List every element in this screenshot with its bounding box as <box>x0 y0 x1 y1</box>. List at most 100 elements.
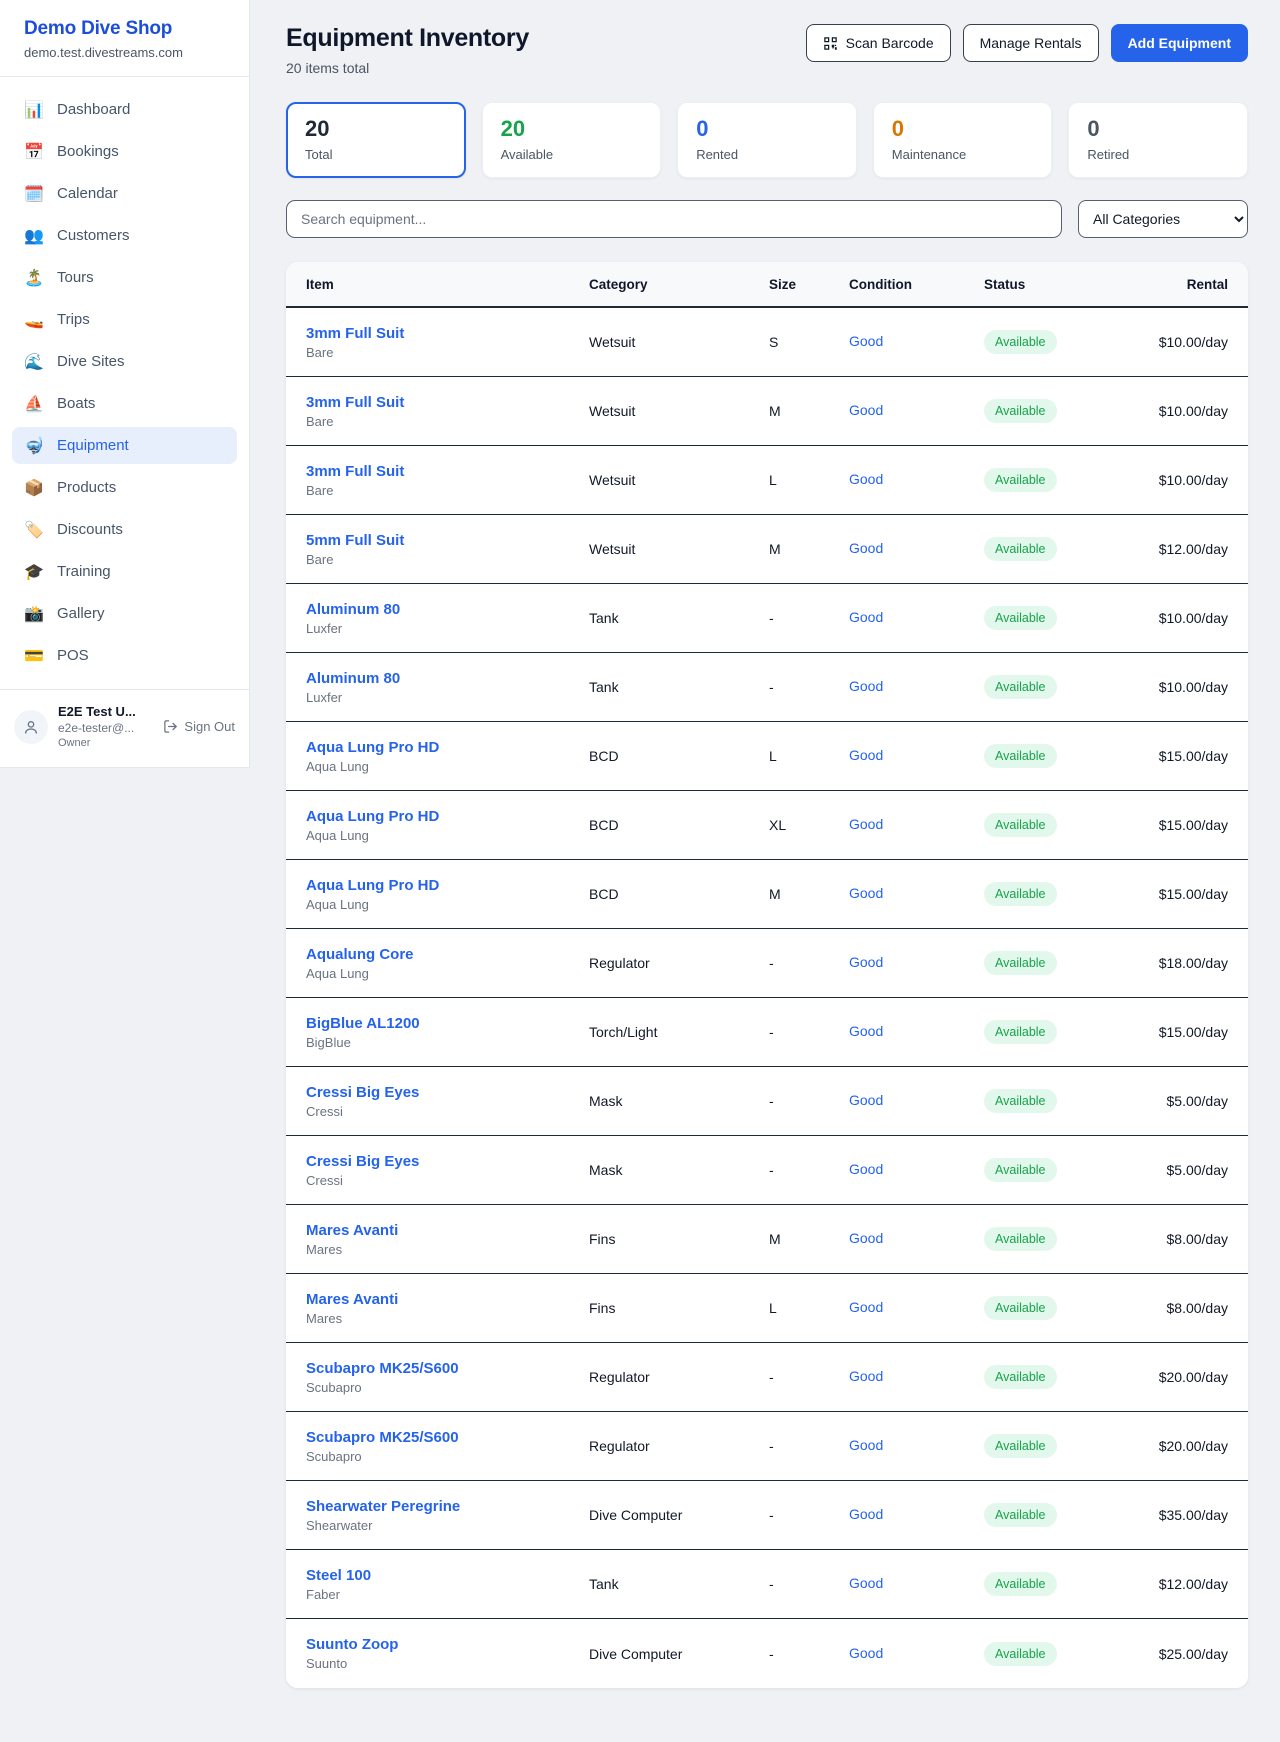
item-link[interactable]: 3mm Full Suit <box>306 324 405 342</box>
table-row[interactable]: Mares Avanti Mares Fins M Good Available… <box>286 1205 1248 1274</box>
item-link[interactable]: BigBlue AL1200 <box>306 1014 420 1032</box>
search-input[interactable] <box>286 200 1062 238</box>
condition-link[interactable]: Good <box>849 540 884 556</box>
status-badge: Available <box>984 330 1057 354</box>
stat-label: Rented <box>696 147 739 162</box>
item-link[interactable]: Scubapro MK25/S600 <box>306 1359 459 1377</box>
sidebar-item-dive-sites[interactable]: 🌊 Dive Sites <box>12 343 237 380</box>
status-badge: Available <box>984 1296 1057 1320</box>
table-row[interactable]: Scubapro MK25/S600 Scubapro Regulator - … <box>286 1412 1248 1481</box>
item-link[interactable]: Scubapro MK25/S600 <box>306 1428 459 1446</box>
sidebar-item-training[interactable]: 🎓 Training <box>12 553 237 590</box>
table-row[interactable]: 3mm Full Suit Bare Wetsuit L Good Availa… <box>286 446 1248 515</box>
item-link[interactable]: Aluminum 80 <box>306 600 401 618</box>
status-badge: Available <box>984 744 1057 768</box>
brand-domain: demo.test.divestreams.com <box>24 45 183 60</box>
item-link[interactable]: Aqua Lung Pro HD <box>306 876 440 894</box>
condition-link[interactable]: Good <box>849 471 884 487</box>
manage-rentals-button[interactable]: Manage Rentals <box>962 24 1099 62</box>
table-row[interactable]: Cressi Big Eyes Cressi Mask - Good Avail… <box>286 1067 1248 1136</box>
scan-barcode-button[interactable]: Scan Barcode <box>805 24 951 62</box>
condition-link[interactable]: Good <box>849 816 884 832</box>
condition-link[interactable]: Good <box>849 678 884 694</box>
sidebar-item-boats[interactable]: ⛵ Boats <box>12 385 237 422</box>
stat-value: 0 <box>696 116 709 141</box>
table-row[interactable]: 3mm Full Suit Bare Wetsuit M Good Availa… <box>286 377 1248 446</box>
table-row[interactable]: BigBlue AL1200 BigBlue Torch/Light - Goo… <box>286 998 1248 1067</box>
sidebar-item-label: Bookings <box>57 143 119 160</box>
table-row[interactable]: Aqua Lung Pro HD Aqua Lung BCD M Good Av… <box>286 860 1248 929</box>
rental-value: $25.00/day <box>1158 1645 1228 1662</box>
item-link[interactable]: Aqua Lung Pro HD <box>306 807 440 825</box>
table-row[interactable]: Steel 100 Faber Tank - Good Available $1… <box>286 1550 1248 1619</box>
table-row[interactable]: Aqua Lung Pro HD Aqua Lung BCD L Good Av… <box>286 722 1248 791</box>
item-link[interactable]: Mares Avanti <box>306 1221 399 1239</box>
item-link[interactable]: Mares Avanti <box>306 1290 399 1308</box>
stat-card-total[interactable]: 20 Total <box>286 102 466 178</box>
category-cell: Fins <box>589 1231 616 1247</box>
stat-card-maintenance[interactable]: 0 Maintenance <box>872 102 1053 178</box>
item-link[interactable]: Suunto Zoop <box>306 1636 399 1653</box>
sidebar-item-pos[interactable]: 💳 POS <box>12 637 237 674</box>
condition-link[interactable]: Good <box>849 747 884 763</box>
table-row[interactable]: Suunto Zoop Suunto Dive Computer - Good … <box>286 1619 1248 1688</box>
table-row[interactable]: Aqua Lung Pro HD Aqua Lung BCD XL Good A… <box>286 791 1248 860</box>
condition-link[interactable]: Good <box>849 402 884 418</box>
condition-link[interactable]: Good <box>849 954 884 970</box>
add-equipment-button[interactable]: Add Equipment <box>1110 24 1248 62</box>
sidebar-item-gallery[interactable]: 📸 Gallery <box>12 595 237 632</box>
table-row[interactable]: 3mm Full Suit Bare Wetsuit S Good Availa… <box>286 308 1248 377</box>
item-link[interactable]: Aqualung Core <box>306 945 414 963</box>
condition-link[interactable]: Good <box>849 1092 884 1108</box>
condition-link[interactable]: Good <box>849 609 884 625</box>
condition-link[interactable]: Good <box>849 1575 884 1591</box>
item-link[interactable]: Aqua Lung Pro HD <box>306 738 440 756</box>
sidebar-item-bookings[interactable]: 📅 Bookings <box>12 133 237 170</box>
table-row[interactable]: Aluminum 80 Luxfer Tank - Good Available… <box>286 584 1248 653</box>
sidebar-item-discounts[interactable]: 🏷️ Discounts <box>12 511 237 548</box>
table-row[interactable]: Aluminum 80 Luxfer Tank - Good Available… <box>286 653 1248 722</box>
sign-out-button[interactable]: Sign Out <box>163 719 235 734</box>
sidebar-item-trips[interactable]: 🚤 Trips <box>12 301 237 338</box>
condition-link[interactable]: Good <box>849 885 884 901</box>
table-row[interactable]: Scubapro MK25/S600 Scubapro Regulator - … <box>286 1343 1248 1412</box>
sidebar-item-calendar[interactable]: 🗓️ Calendar <box>12 175 237 212</box>
condition-link[interactable]: Good <box>849 1644 884 1661</box>
table-row[interactable]: Aqualung Core Aqua Lung Regulator - Good… <box>286 929 1248 998</box>
item-link[interactable]: Aluminum 80 <box>306 669 401 687</box>
item-link[interactable]: 3mm Full Suit <box>306 393 405 411</box>
condition-link[interactable]: Good <box>849 1506 884 1522</box>
condition-link[interactable]: Good <box>849 1368 884 1384</box>
condition-link[interactable]: Good <box>849 1023 884 1039</box>
condition-link[interactable]: Good <box>849 1437 884 1453</box>
item-link[interactable]: 3mm Full Suit <box>306 462 405 480</box>
stat-card-rented[interactable]: 0 Rented <box>677 102 857 178</box>
condition-link[interactable]: Good <box>849 1230 884 1246</box>
stat-card-retired[interactable]: 0 Retired <box>1068 102 1248 178</box>
sidebar-item-dashboard[interactable]: 📊 Dashboard <box>12 91 237 128</box>
item-link[interactable]: Shearwater Peregrine <box>306 1497 461 1515</box>
item-link[interactable]: Steel 100 <box>306 1566 372 1584</box>
table-row[interactable]: Shearwater Peregrine Shearwater Dive Com… <box>286 1481 1248 1550</box>
sidebar-item-tours[interactable]: 🏝️ Tours <box>12 259 237 296</box>
category-filter-select[interactable]: All Categories <box>1078 200 1248 238</box>
item-link[interactable]: Cressi Big Eyes <box>306 1152 420 1170</box>
sidebar-item-products[interactable]: 📦 Products <box>12 469 237 506</box>
table-row[interactable]: Cressi Big Eyes Cressi Mask - Good Avail… <box>286 1136 1248 1205</box>
item-link[interactable]: Cressi Big Eyes <box>306 1083 420 1101</box>
condition-link[interactable]: Good <box>849 333 884 349</box>
item-link[interactable]: 5mm Full Suit <box>306 531 405 549</box>
size-cell: - <box>769 1645 774 1662</box>
item-cell: Shearwater Peregrine Shearwater <box>306 1498 589 1533</box>
sidebar-item-equipment[interactable]: 🤿 Equipment <box>12 427 237 464</box>
item-brand: Cressi <box>306 1103 343 1119</box>
stat-card-available[interactable]: 20 Available <box>481 102 662 178</box>
sidebar-item-customers[interactable]: 👥 Customers <box>12 217 237 254</box>
status-badge: Available <box>984 882 1057 906</box>
condition-link[interactable]: Good <box>849 1161 884 1177</box>
sailboat-icon: ⛵ <box>24 393 44 413</box>
table-row[interactable]: Mares Avanti Mares Fins L Good Available… <box>286 1274 1248 1343</box>
condition-link[interactable]: Good <box>849 1299 884 1315</box>
table-row[interactable]: 5mm Full Suit Bare Wetsuit M Good Availa… <box>286 515 1248 584</box>
column-header-condition: Condition <box>849 277 912 292</box>
